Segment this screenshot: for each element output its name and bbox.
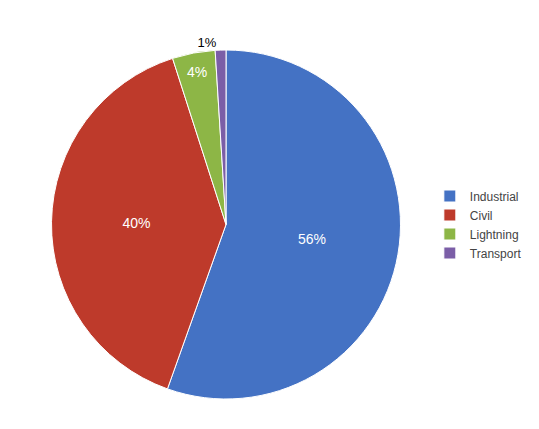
svg-text:Transport: Transport	[470, 247, 522, 261]
svg-text:Industrial: Industrial	[470, 190, 519, 204]
svg-text:1%: 1%	[198, 35, 217, 50]
svg-text:Lightning: Lightning	[470, 228, 519, 242]
svg-text:40%: 40%	[122, 215, 150, 231]
svg-text:4%: 4%	[187, 64, 207, 80]
svg-text:Civil: Civil	[470, 209, 493, 223]
svg-text:56%: 56%	[298, 231, 326, 247]
